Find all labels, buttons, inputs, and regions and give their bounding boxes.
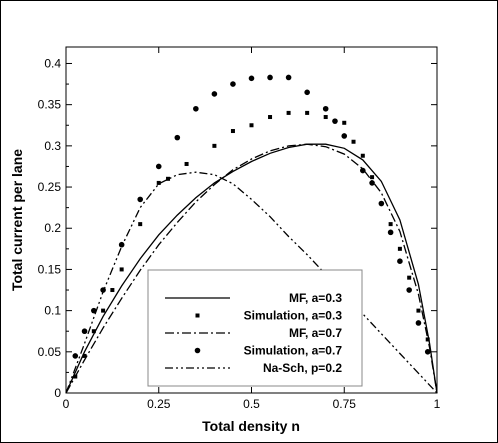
y-tick-label: 0.3 — [44, 139, 61, 153]
y-tick-label: 0.05 — [38, 345, 62, 359]
circle-marker — [267, 74, 273, 81]
square-marker — [166, 176, 171, 181]
circle-marker — [81, 328, 88, 335]
square-marker — [249, 123, 254, 128]
circle-marker — [248, 75, 255, 82]
legend-circle-marker — [194, 347, 201, 354]
circle-marker — [406, 287, 412, 293]
square-marker — [184, 161, 189, 166]
circle-marker — [72, 353, 79, 359]
circle-marker — [322, 105, 329, 112]
series-line — [65, 143, 438, 394]
square-marker — [138, 222, 143, 227]
square-marker — [323, 115, 328, 120]
circle-marker — [174, 134, 181, 141]
square-marker — [91, 329, 96, 334]
x-tick-label: 0.75 — [333, 397, 357, 411]
circle-marker — [155, 163, 162, 170]
square-marker — [351, 139, 356, 144]
square-marker — [110, 288, 115, 293]
square-marker — [342, 120, 347, 125]
circle-marker — [304, 89, 310, 96]
series-line — [65, 171, 438, 394]
circle-marker — [415, 320, 422, 326]
y-axis-title: Total current per lane — [9, 149, 25, 291]
x-tick-label: 0.25 — [147, 397, 171, 411]
x-tick-label: 0 — [63, 397, 70, 411]
square-marker — [407, 275, 412, 280]
circle-marker — [424, 349, 431, 355]
x-tick-label: 1 — [434, 397, 441, 411]
circle-marker — [369, 180, 375, 186]
series-1 — [73, 110, 430, 379]
circle-marker — [397, 258, 403, 264]
square-marker — [305, 110, 310, 115]
square-marker — [397, 246, 402, 251]
series-2 — [65, 143, 438, 394]
y-tick-label: 0.25 — [38, 180, 62, 194]
series-layer — [65, 74, 438, 394]
series-0 — [65, 143, 438, 394]
circle-marker — [332, 118, 338, 124]
square-marker — [268, 115, 273, 120]
circle-marker — [378, 200, 385, 207]
circle-marker — [211, 91, 218, 97]
circle-marker — [193, 105, 199, 112]
y-tick-label: 0.15 — [38, 262, 62, 276]
y-tick-label: 0.4 — [44, 56, 61, 70]
square-marker — [82, 353, 87, 358]
circle-marker — [137, 196, 143, 203]
circle-marker — [360, 167, 366, 174]
square-marker — [360, 153, 365, 158]
square-marker — [156, 180, 161, 185]
series-4 — [65, 171, 438, 394]
legend: MF, a=0.3 Simulation, a=0.3 MF, a=0.7 Simul… — [147, 269, 363, 387]
legend-entry-label: MF, a=0.3 — [289, 291, 342, 305]
square-marker — [286, 110, 291, 115]
circle-marker — [118, 241, 125, 248]
legend-entry-label: Na-Sch, p=0.2 — [263, 361, 342, 375]
x-axis-title: Total density n — [202, 418, 300, 434]
circle-marker — [230, 81, 236, 87]
legend-square-marker — [195, 313, 200, 318]
y-tick-label: 0 — [54, 386, 61, 400]
legend-box — [147, 269, 363, 387]
square-marker — [230, 129, 235, 134]
square-marker — [388, 222, 393, 227]
series-line — [65, 143, 438, 394]
axis-ticks: 0 0.25 0.5 0.75 1 0 0.05 0.1 0.15 0.2 0.25 0.3 0.35 0… — [38, 47, 441, 411]
square-marker — [212, 143, 217, 148]
y-tick-label: 0.2 — [44, 221, 61, 235]
circle-marker — [387, 229, 394, 236]
legend-entry-label: Simulation, a=0.3 — [244, 309, 343, 323]
legend-entry-label: Simulation, a=0.7 — [244, 344, 343, 358]
circle-marker — [341, 133, 348, 139]
y-tick-label: 0.1 — [44, 304, 61, 318]
square-marker — [119, 267, 124, 272]
legend-entry-label: MF, a=0.7 — [289, 326, 342, 340]
x-tick-label: 0.5 — [243, 397, 260, 411]
square-marker — [416, 308, 421, 313]
y-tick-label: 0.35 — [38, 98, 62, 112]
circle-marker — [285, 74, 292, 81]
square-marker — [101, 308, 106, 313]
square-marker — [370, 175, 375, 180]
